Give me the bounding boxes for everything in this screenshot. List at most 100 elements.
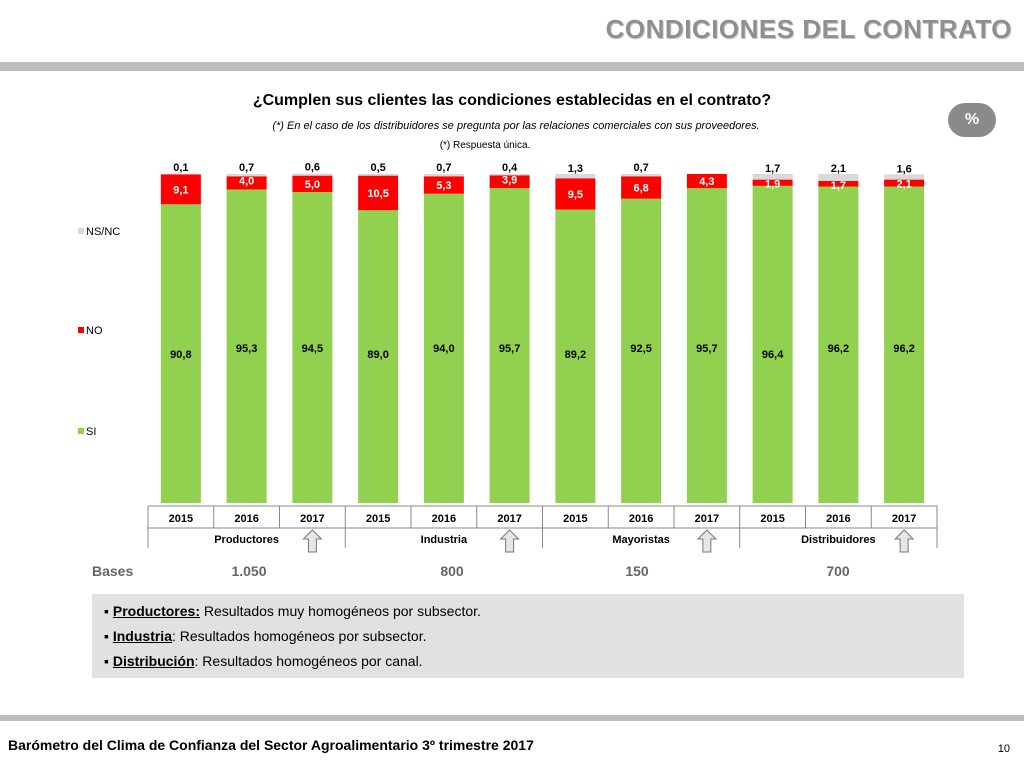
data-label-si: 96,2: [828, 343, 849, 355]
bar-si: [358, 210, 399, 503]
conclusion-text: : Resultados homogéneos por subsector.: [171, 628, 427, 644]
data-label-nsnc: 0,6: [305, 162, 320, 174]
data-label-no: 9,1: [173, 184, 188, 196]
bar-no: [358, 175, 399, 211]
base-industria: 800: [440, 563, 464, 579]
base-productores: 1.050: [231, 563, 267, 579]
bar-si: [752, 185, 793, 503]
data-label-nsnc: 1,3: [568, 163, 583, 175]
stacked-bar-chart: 90,89,10,195,34,00,794,55,00,689,010,50,…: [78, 162, 938, 553]
data-label-si: 94,5: [302, 343, 323, 355]
up-arrow-icon: [893, 529, 915, 553]
tick-label-year: 2017: [497, 513, 521, 525]
bar-no: [226, 176, 267, 190]
data-label-no: 5,0: [305, 179, 320, 191]
bar-no: [686, 174, 727, 189]
group-label: Productores: [214, 534, 279, 546]
tick-label-year: 2015: [169, 513, 193, 525]
legend-swatch: [78, 428, 84, 434]
conclusions-box: ▪ Productores: Resultados muy homogéneos…: [92, 594, 964, 678]
bar-no: [621, 176, 662, 199]
legend-label: SI: [86, 426, 96, 438]
conclusion-key: Distribución: [112, 653, 195, 669]
data-label-no: 4,3: [699, 176, 714, 188]
data-label-no: 5,3: [436, 180, 451, 192]
bar-si: [818, 186, 859, 503]
bar-nsnc: [292, 173, 333, 176]
legend-swatch: [78, 327, 84, 333]
bar-si: [621, 198, 662, 504]
tick-label-year: 2017: [892, 513, 916, 525]
data-label-no: 4,0: [239, 175, 254, 187]
chart-note-distributors: (*) En el caso de los distribuidores se …: [272, 120, 760, 132]
bar-nsnc: [818, 174, 859, 181]
bar-nsnc: [621, 174, 662, 177]
bar-si: [423, 193, 464, 504]
base-mayoristas: 150: [625, 563, 649, 579]
data-label-nsnc: 0,7: [436, 162, 451, 174]
tick-label-year: 2015: [366, 513, 390, 525]
chart-note-single-answer: (*) Respuesta única.: [439, 140, 531, 151]
bar-si: [884, 186, 925, 503]
up-arrow-icon: [302, 529, 323, 553]
chart-title: ¿Cumplen sus clientes las condiciones es…: [252, 92, 772, 109]
data-label-nsnc: 0,7: [633, 162, 648, 174]
tick-label-year: 2017: [695, 513, 719, 525]
data-label-nsnc: 1,6: [896, 163, 911, 175]
data-label-no: 9,5: [568, 189, 583, 201]
data-label-si: 89,2: [565, 349, 586, 361]
percent-badge: %: [948, 103, 996, 137]
tick-label-year: 2016: [629, 513, 653, 525]
bar-nsnc: [752, 174, 793, 180]
legend-label: NO: [86, 325, 103, 337]
group-label: Industria: [421, 534, 468, 546]
bar-no: [555, 178, 596, 210]
legend-label: NS/NC: [86, 226, 120, 238]
conclusion-text: : Resultados homogéneos por canal.: [194, 653, 423, 669]
conclusion-key: Productores:: [112, 603, 200, 619]
data-label-si: 95,7: [696, 343, 717, 355]
data-label-si: 92,5: [630, 343, 651, 355]
bar-nsnc: [489, 174, 530, 176]
data-label-nsnc: 0,5: [370, 162, 385, 174]
data-label-si: 90,8: [170, 349, 191, 361]
bases-label: Bases: [92, 563, 134, 579]
up-arrow-icon: [499, 529, 520, 553]
legend-swatch: [78, 228, 84, 234]
footer-divider: [0, 715, 1024, 721]
data-label-si: 95,7: [499, 343, 520, 355]
bar-si: [489, 188, 530, 503]
header-divider: [0, 62, 1024, 71]
bar-si: [292, 192, 333, 503]
conclusion-text: Resultados muy homogéneos por subsector.: [199, 603, 481, 619]
data-label-nsnc: 0,7: [239, 162, 254, 174]
data-label-no: 10,5: [367, 188, 388, 200]
group-label: Mayoristas: [612, 534, 669, 546]
data-label-no: 1,9: [765, 179, 780, 191]
data-label-si: 89,0: [367, 349, 388, 361]
tick-label-year: 2015: [760, 513, 784, 525]
tick-label-year: 2015: [563, 513, 587, 525]
base-distribuidores: 700: [826, 563, 850, 579]
bar-si: [686, 188, 727, 503]
data-label-no: 2,1: [896, 179, 911, 191]
conclusion-distribucion: ▪ Distribución: Resultados homogéneos po…: [104, 653, 423, 669]
tick-label-year: 2017: [300, 513, 324, 525]
data-label-si: 94,0: [433, 343, 454, 355]
data-label-nsnc: 0,1: [173, 162, 188, 174]
data-label-no: 3,9: [502, 174, 517, 186]
data-label-no: 1,7: [831, 180, 846, 192]
conclusion-key: Industria: [112, 628, 172, 644]
page-title: CONDICIONES DEL CONTRATO: [605, 14, 1012, 44]
bar-nsnc: [226, 174, 267, 177]
tick-label-year: 2016: [826, 513, 850, 525]
bar-si: [555, 209, 596, 504]
conclusion-industria: ▪ Industria: Resultados homogéneos por s…: [104, 628, 427, 644]
footer-title: Barómetro del Clima de Confianza del Sec…: [8, 737, 534, 753]
bar-si: [226, 189, 267, 503]
group-label: Distribuidores: [801, 534, 876, 546]
data-label-si: 95,3: [236, 343, 257, 355]
bar-nsnc: [358, 174, 399, 176]
data-label-si: 96,2: [893, 343, 914, 355]
conclusion-productores: ▪ Productores: Resultados muy homogéneos…: [104, 603, 481, 619]
